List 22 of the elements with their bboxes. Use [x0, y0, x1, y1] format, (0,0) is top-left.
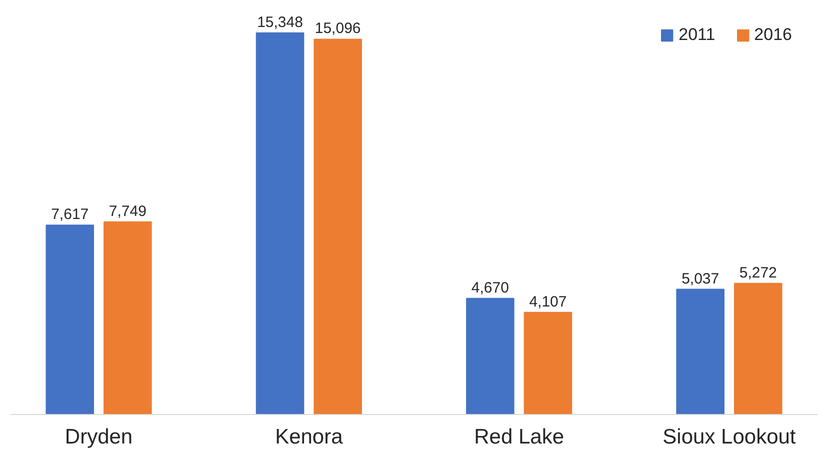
bar	[734, 282, 782, 414]
x-tick-label: Kenora	[275, 426, 344, 448]
x-tick-label: Dryden	[64, 426, 133, 448]
legend-label: 2011	[678, 25, 716, 45]
legend-label: 2016	[754, 25, 792, 45]
data-label: 15,096	[314, 20, 361, 38]
bar	[676, 288, 724, 414]
bar	[256, 32, 304, 414]
bar	[314, 38, 362, 414]
x-tick-label: Sioux Lookout	[662, 426, 796, 448]
data-label: 4,107	[529, 293, 567, 310]
data-label: 4,670	[471, 279, 509, 296]
data-label: 5,037	[682, 270, 720, 288]
bar	[104, 221, 152, 414]
bar	[466, 298, 514, 414]
bar	[524, 312, 572, 414]
data-label: 7,749	[108, 202, 146, 220]
data-label: 15,348	[257, 14, 303, 31]
x-tick-label: Red Lake	[474, 426, 564, 448]
data-label: 5,272	[739, 264, 777, 282]
data-label: 7,617	[51, 206, 89, 224]
bar	[46, 224, 94, 414]
